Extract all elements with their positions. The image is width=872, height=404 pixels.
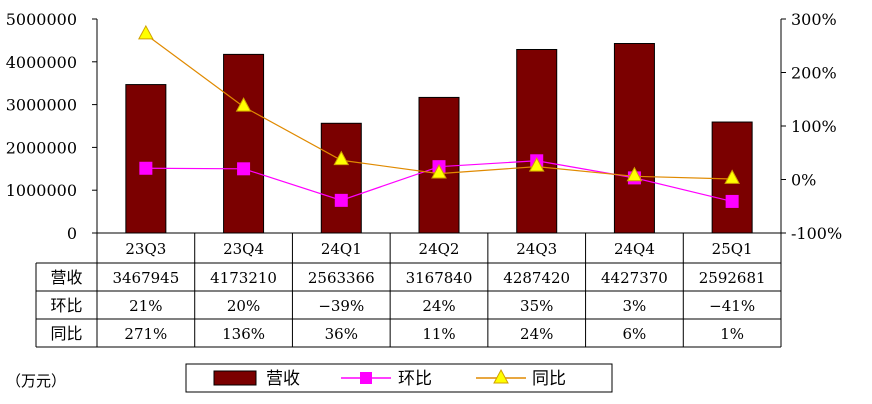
table-cell: 20%	[227, 297, 260, 315]
table-row-header: 环比	[50, 296, 82, 315]
category-label: 23Q4	[223, 240, 264, 258]
marker-同比-23Q3	[138, 24, 154, 40]
marker-同比-24Q2	[431, 163, 447, 179]
marker-同比-24Q3	[528, 157, 545, 172]
table-row-header: 营收	[50, 268, 82, 287]
left-tick-label: 2000000	[6, 138, 77, 157]
legend-label: 营收	[266, 369, 300, 389]
data-table: 23Q3 23Q4 24Q1 24Q2 24Q3 24Q4 25Q1 营收 3467945 417…	[35, 233, 782, 348]
right-tick-label: -100%	[791, 224, 842, 243]
right-tick-label: 300%	[791, 10, 837, 29]
table-cell: 2592681	[699, 269, 766, 287]
category-label: 23Q3	[125, 240, 166, 258]
category-label: 25Q1	[712, 240, 753, 258]
bar-23Q3	[125, 84, 167, 234]
table-cell: 3%	[623, 297, 647, 315]
legend-label: 同比	[532, 369, 566, 389]
table-cell: 21%	[129, 297, 162, 315]
marker-同比-25Q1	[724, 169, 740, 184]
bar-series	[125, 43, 753, 234]
category-label: 24Q1	[321, 240, 362, 258]
marker-环比-23Q3	[139, 161, 153, 175]
right-tick-label: 100%	[791, 117, 837, 136]
legend-marker-qoq	[360, 372, 372, 384]
bar-24Q1	[320, 122, 362, 234]
bar-24Q4	[613, 43, 655, 234]
legend-marker-yoy	[493, 368, 509, 384]
category-label: 24Q3	[516, 240, 557, 258]
left-tick-label: 4000000	[6, 53, 77, 72]
marker-环比-23Q4	[237, 162, 251, 176]
category-label: 24Q4	[614, 240, 655, 258]
marker-环比-24Q1	[334, 193, 348, 207]
table-cell: 35%	[520, 297, 553, 315]
bar-23Q4	[223, 53, 265, 234]
marker-环比-25Q1	[725, 194, 739, 208]
right-tick-label: 200%	[791, 64, 837, 83]
table-cell: 4173210	[210, 269, 277, 287]
right-tick-label: 0%	[791, 171, 816, 190]
table-cell: 36%	[325, 325, 358, 343]
table-cell: 4287420	[503, 269, 570, 287]
left-tick-label: 1000000	[6, 181, 77, 200]
bar-24Q3	[516, 48, 558, 234]
left-tick-label: 3000000	[6, 96, 77, 115]
table-cell: 24%	[422, 297, 455, 315]
table-cell: 3167840	[406, 269, 473, 287]
table-cell: 1%	[720, 325, 744, 343]
legend-label: 环比	[398, 369, 432, 389]
legend-swatch-revenue	[213, 370, 257, 386]
left-tick-label: 5000000	[6, 10, 77, 29]
table-cell: 271%	[124, 325, 167, 343]
unit-label: （万元）	[6, 372, 66, 390]
table-cell: 136%	[222, 325, 265, 343]
legend: 营收 环比 同比	[185, 363, 613, 393]
table-cell: 24%	[520, 325, 553, 343]
left-tick-label: 0	[67, 224, 77, 243]
table-cell: −41%	[709, 297, 755, 315]
legend-box	[185, 363, 613, 393]
table-cell: 4427370	[601, 269, 668, 287]
marker-同比-23Q4	[235, 97, 252, 112]
table-cell: 2563366	[308, 269, 375, 287]
table-cell: 11%	[422, 325, 455, 343]
line-series	[138, 24, 740, 208]
marker-同比-24Q1	[333, 150, 350, 166]
chart-axes: 0 1000000 2000000 3000000 4000000 5000000 -100…	[6, 10, 842, 243]
table-cell: 3467945	[112, 269, 179, 287]
table-cell: −39%	[318, 297, 364, 315]
category-label: 24Q2	[419, 240, 460, 258]
table-cell: 6%	[623, 325, 647, 343]
table-row-header: 同比	[50, 324, 82, 343]
marker-同比-24Q4	[626, 166, 643, 182]
